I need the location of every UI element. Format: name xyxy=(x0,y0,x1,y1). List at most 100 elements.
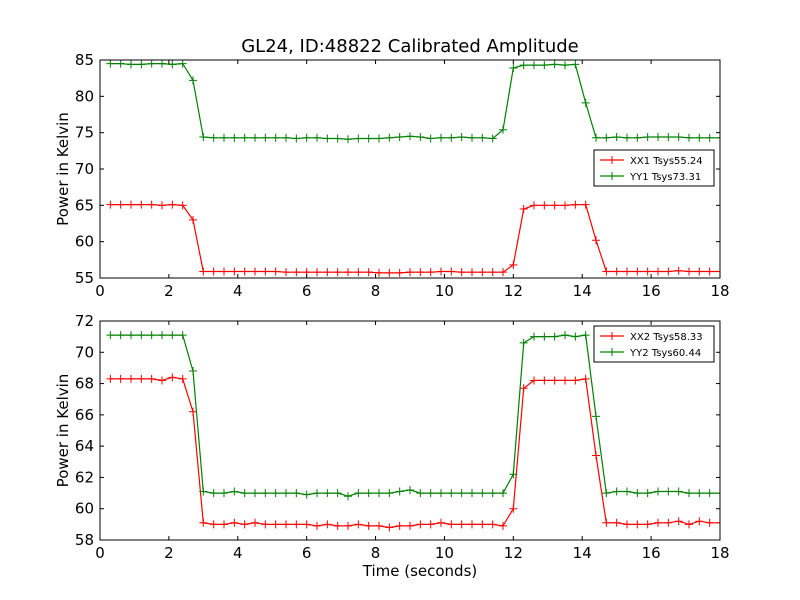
series-xx1-point xyxy=(581,200,590,209)
series-yy1-point xyxy=(685,133,693,142)
series-yy1-point xyxy=(271,133,280,142)
series-yy2-point xyxy=(230,487,239,496)
series-xx1-point xyxy=(364,268,373,277)
x-tick-label: 14 xyxy=(573,282,592,300)
x-tick-label: 8 xyxy=(371,282,381,300)
series-xx1-point xyxy=(478,268,487,277)
series-yy2-point xyxy=(313,489,321,498)
series-xx2-point xyxy=(571,376,580,385)
series-xx2-point xyxy=(282,520,290,529)
series-yy2-point xyxy=(406,485,414,494)
series-xx1-point xyxy=(571,200,580,209)
series-yy1-point xyxy=(478,133,487,142)
series-yy1-point xyxy=(468,133,476,142)
series-xx2-point xyxy=(178,374,187,383)
plot-panel-1: 0 2 4 6 8 10 12 14 16 18 55 60 65 70 75 80 85 Power in Ke… xyxy=(54,51,730,300)
series-yy1-point xyxy=(550,60,559,69)
series-yy1-point xyxy=(716,133,720,142)
series-yy2-point xyxy=(561,331,569,340)
series-yy2-point xyxy=(302,490,311,499)
series-yy1-point xyxy=(344,135,352,144)
series-xx2-point xyxy=(519,384,528,393)
series-xx1-point xyxy=(519,204,528,213)
series-yy1-point xyxy=(674,133,683,142)
series-xx2-point xyxy=(499,521,507,530)
x-tick-label: 18 xyxy=(710,282,729,300)
series-yy2-point xyxy=(282,489,290,498)
series-xx2-point xyxy=(612,518,621,527)
series-xx1-point xyxy=(354,268,363,277)
series-yy1-point xyxy=(189,76,197,85)
series-xx2-point xyxy=(292,520,301,529)
series-yy2-point xyxy=(271,489,280,498)
series-xx2-point xyxy=(333,521,342,530)
series-xx1-point xyxy=(602,267,611,276)
series-xx1-point xyxy=(426,268,435,277)
series-yy2-point xyxy=(220,489,228,498)
series-yy2-point xyxy=(178,331,187,340)
series-xx1-point xyxy=(612,267,621,276)
series-yy2-point xyxy=(705,489,714,498)
series-xx2-point xyxy=(354,520,363,529)
x-tick-label: 16 xyxy=(642,544,661,562)
x-tick-label: 16 xyxy=(642,282,661,300)
legend-marker xyxy=(608,172,616,180)
series-yy2-point xyxy=(137,331,146,340)
series-xx2-point xyxy=(550,376,559,385)
series-yy1-point xyxy=(633,133,642,142)
y-tick-label: 62 xyxy=(75,468,94,486)
series-yy2-point xyxy=(695,489,704,498)
series-xx2-point xyxy=(561,376,569,385)
series-yy2-point xyxy=(478,489,487,498)
series-yy2-point xyxy=(158,331,166,340)
series-yy2-point xyxy=(251,489,259,498)
x-tick-label: 0 xyxy=(95,544,105,562)
x-tick-label: 10 xyxy=(435,544,454,562)
series-yy1-point xyxy=(147,60,156,68)
series-xx2-point xyxy=(251,518,259,527)
legend-label: XX2 Tsys58.33 xyxy=(630,332,703,343)
series-yy1-point xyxy=(571,60,580,69)
series-yy1-point xyxy=(519,61,528,70)
series-yy1-point xyxy=(488,134,497,143)
legend-label: XX1 Tsys55.24 xyxy=(630,156,703,167)
series-yy2-point xyxy=(530,332,538,341)
series-xx1-point xyxy=(550,201,559,210)
series-yy1-point xyxy=(416,133,425,142)
legend: XX1 Tsys55.24 YY1 Tsys73.31 xyxy=(593,149,715,187)
series-xx1-point xyxy=(674,266,683,275)
series-yy2-point xyxy=(240,489,249,498)
series-xx1-point xyxy=(220,267,228,276)
y-tick-label: 80 xyxy=(75,87,94,105)
y-tick-label: 66 xyxy=(75,406,94,424)
series-xx1-point xyxy=(437,267,445,276)
series-yy2-point xyxy=(375,489,383,498)
series-xx2-point xyxy=(623,520,631,529)
x-tick-label: 12 xyxy=(504,282,523,300)
series-yy2-point xyxy=(509,470,518,479)
series-yy1-point xyxy=(209,133,218,142)
series-yy1-point xyxy=(612,133,621,142)
series-yy1-point xyxy=(540,61,549,70)
series-yy2-point xyxy=(674,487,683,496)
series-xx2-point xyxy=(147,374,156,383)
series-xx2-point xyxy=(199,518,208,527)
series-yy2-point xyxy=(716,489,720,498)
series-xx1-point xyxy=(488,268,497,277)
series-xx2-point xyxy=(633,520,642,529)
y-tick-label: 70 xyxy=(75,160,94,178)
series-yy2-point xyxy=(344,492,352,501)
series-xx2-point xyxy=(127,374,135,383)
series-yy1-point xyxy=(643,133,652,142)
series-yy2-point xyxy=(612,487,621,496)
series-xx2-point xyxy=(385,523,394,532)
series-yy2-point xyxy=(385,489,394,498)
series-xx2-point xyxy=(488,520,497,529)
series-xx1-point xyxy=(705,267,714,276)
series-yy2-point xyxy=(437,489,445,498)
series-yy2-point xyxy=(643,489,652,498)
series-yy1-point xyxy=(220,133,228,142)
legend-box xyxy=(593,325,715,363)
series-xx1-point xyxy=(147,200,156,209)
